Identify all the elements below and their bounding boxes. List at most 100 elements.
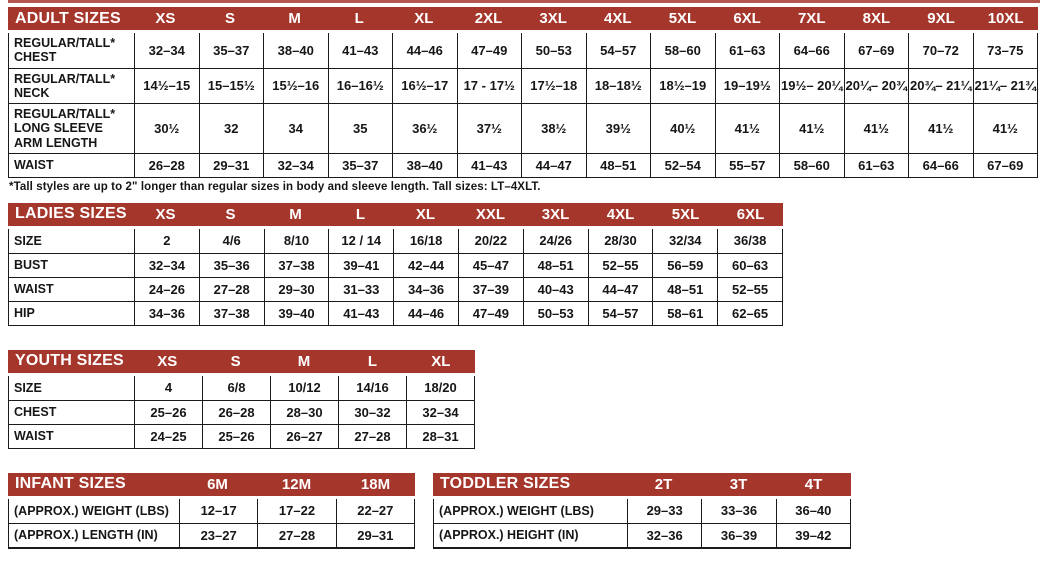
ladies-row-label-bust: BUST bbox=[9, 254, 134, 277]
ladies-hip-s: 37–38 bbox=[198, 301, 264, 325]
toddler-row-label-approx-weight-lbs: (APPROX.) WEIGHT (LBS) bbox=[434, 499, 627, 523]
adult-regular-tall-neck-7xl: 19½– 20¼ bbox=[779, 68, 844, 103]
adult-regular-tall-chest-8xl: 67–69 bbox=[843, 33, 909, 68]
infant-col-18m: 18M bbox=[360, 475, 391, 493]
ladies-row-label-waist: WAIST bbox=[9, 278, 134, 301]
toddler-row-label-line: (APPROX.) HEIGHT (IN) bbox=[439, 528, 579, 543]
toddler-col-3t: 3T bbox=[729, 475, 748, 493]
ladies-col-xxl: XXL bbox=[475, 205, 506, 223]
adult-col-10xl: 10XL bbox=[987, 10, 1024, 27]
adult-col-5xl: 5XL bbox=[668, 10, 697, 27]
adult-regular-tall-neck-6xl: 19–19½ bbox=[714, 68, 780, 103]
youth-size-s: 6/8 bbox=[202, 375, 270, 400]
adult-regular-tall-chest-3xl: 50–53 bbox=[521, 33, 586, 68]
youth-row-chest: CHEST 25–26 26–28 28–30 30–32 32–34 bbox=[9, 399, 474, 424]
adult-row-label-line: REGULAR/TALL* bbox=[14, 36, 116, 50]
infant-table-body: (APPROX.) WEIGHT (LBS) 12–17 17–22 22–27 (AP… bbox=[8, 498, 415, 549]
adult-regular-tall-neck-9xl: 20¾– 21¼ bbox=[908, 68, 973, 103]
adult-row-label-waist: WAIST bbox=[9, 154, 134, 177]
adult-regular-tall-long-sleeve-arm-length-2xl: 37½ bbox=[456, 104, 522, 153]
ladies-bust-l: 39–41 bbox=[328, 253, 393, 277]
adult-row-label-line: NECK bbox=[14, 85, 50, 100]
youth-chest-xl: 32–34 bbox=[406, 400, 474, 424]
toddler-col-4t: 4T bbox=[804, 475, 823, 493]
ladies-waist-3xl: 40–43 bbox=[522, 277, 588, 301]
ladies-row-bust: BUST 32–34 35–36 37–38 39–41 42–44 45–47 48–51 5… bbox=[9, 252, 782, 277]
ladies-hip-xs: 34–36 bbox=[134, 301, 199, 325]
adult-waist-m: 32–34 bbox=[263, 153, 328, 177]
ladies-size-l: 12 / 14 bbox=[328, 228, 393, 253]
adult-regular-tall-long-sleeve-arm-length-7xl: 41½ bbox=[779, 104, 844, 153]
adult-col-4xl: 4XL bbox=[604, 10, 632, 27]
infant-row-label-approx-length-in: (APPROX.) LENGTH (IN) bbox=[9, 524, 179, 547]
adult-col-l: L bbox=[354, 10, 364, 27]
youth-waist-m: 26–27 bbox=[270, 424, 338, 448]
infant-approx-length-in-6m: 23–27 bbox=[179, 523, 257, 547]
adult-regular-tall-long-sleeve-arm-length-5xl: 40½ bbox=[650, 104, 715, 153]
adult-regular-tall-chest-9xl: 70–72 bbox=[908, 33, 973, 68]
ladies-bust-s: 35–36 bbox=[198, 253, 264, 277]
youth-table-title: YOUTH SIZES bbox=[15, 352, 124, 370]
youth-waist-xs: 24–25 bbox=[134, 424, 202, 448]
adult-regular-tall-neck-m: 15½–16 bbox=[263, 68, 328, 103]
infant-col-6m: 6M bbox=[207, 475, 228, 493]
infant-approx-length-in-12m: 27–28 bbox=[257, 523, 335, 547]
ladies-row-label-line: BUST bbox=[14, 258, 49, 273]
adult-regular-tall-chest-s: 35–37 bbox=[198, 33, 264, 68]
infant-approx-length-in-18m: 29–31 bbox=[335, 523, 414, 547]
adult-regular-tall-long-sleeve-arm-length-l: 35 bbox=[327, 104, 393, 153]
infant-row-label-line: (APPROX.) WEIGHT (LBS) bbox=[14, 503, 169, 518]
ladies-size-4xl: 28/30 bbox=[587, 228, 653, 253]
adult-regular-tall-neck-3xl: 17½–18 bbox=[521, 68, 586, 103]
adult-regular-tall-neck-2xl: 17 - 17½ bbox=[456, 68, 522, 103]
adult-regular-tall-neck-4xl: 18–18½ bbox=[585, 68, 651, 103]
adult-col-7xl: 7XL bbox=[797, 10, 826, 27]
youth-col-l: L bbox=[367, 352, 377, 370]
adult-regular-tall-neck-8xl: 20¼– 20¾ bbox=[843, 68, 909, 103]
adult-row-label-line: WAIST bbox=[14, 158, 54, 173]
ladies-bust-3xl: 48–51 bbox=[522, 253, 588, 277]
youth-row-label-size: SIZE bbox=[9, 376, 134, 400]
ladies-hip-5xl: 58–61 bbox=[652, 301, 717, 325]
adult-row-regular-tall-chest: REGULAR/TALL* CHEST 32–34 35–37 38–40 41–43 44… bbox=[9, 33, 1037, 68]
adult-regular-tall-long-sleeve-arm-length-10xl: 41½ bbox=[972, 104, 1038, 153]
ladies-size-xl: 16/18 bbox=[393, 228, 458, 253]
ladies-col-xs: XS bbox=[155, 205, 176, 223]
youth-row-label-chest: CHEST bbox=[9, 401, 134, 424]
adult-row-label-line: LONG SLEEVE bbox=[14, 121, 103, 136]
toddler-table-body: (APPROX.) WEIGHT (LBS) 29–33 33–36 36–40 (AP… bbox=[433, 498, 851, 549]
ladies-hip-3xl: 50–53 bbox=[522, 301, 588, 325]
adult-waist-6xl: 55–57 bbox=[714, 153, 780, 177]
youth-waist-l: 27–28 bbox=[338, 424, 406, 448]
youth-col-xl: XL bbox=[431, 352, 451, 370]
adult-regular-tall-chest-4xl: 54–57 bbox=[585, 33, 651, 68]
ladies-col-s: S bbox=[225, 205, 236, 223]
adult-regular-tall-long-sleeve-arm-length-6xl: 41½ bbox=[714, 104, 780, 153]
adult-row-label-regular-tall-long-sleeve-arm-length: REGULAR/TALL* LONG SLEEVE ARM LENGTH bbox=[9, 104, 134, 153]
toddler-approx-height-in-4t: 39–42 bbox=[775, 523, 850, 547]
toddler-row-label-line: (APPROX.) WEIGHT (LBS) bbox=[439, 503, 594, 518]
ladies-bust-xl: 42–44 bbox=[393, 253, 458, 277]
adult-regular-tall-chest-10xl: 73–75 bbox=[972, 33, 1038, 68]
ladies-size-xs: 2 bbox=[134, 228, 199, 253]
infant-header-row: INFANT SIZES 6M 12M 18M bbox=[8, 472, 415, 496]
adult-row-label-line: REGULAR/TALL* bbox=[14, 71, 116, 86]
ladies-hip-6xl: 62–65 bbox=[717, 301, 782, 325]
infant-col-12m: 12M bbox=[281, 475, 312, 493]
ladies-size-3xl: 24/26 bbox=[522, 228, 588, 253]
ladies-size-5xl: 32/34 bbox=[652, 228, 717, 253]
adult-row-label-regular-tall-neck: REGULAR/TALL* NECK bbox=[9, 69, 134, 104]
ladies-header-row: LADIES SIZES XS S M L XL XXL 3XL 4XL 5XL 6XL bbox=[8, 202, 783, 226]
adult-col-3xl: 3XL bbox=[539, 10, 567, 27]
youth-col-xs: XS bbox=[157, 352, 178, 370]
adult-waist-3xl: 44–47 bbox=[521, 153, 586, 177]
adult-waist-l: 35–37 bbox=[327, 153, 393, 177]
ladies-bust-5xl: 56–59 bbox=[652, 253, 717, 277]
adult-regular-tall-long-sleeve-arm-length-s: 32 bbox=[198, 104, 264, 153]
ladies-table-body: SIZE 2 4/6 8/10 12 / 14 16/18 20/22 24/26 28/30 3… bbox=[8, 228, 783, 326]
adult-regular-tall-neck-l: 16–16½ bbox=[327, 68, 393, 103]
youth-row-label-line: WAIST bbox=[14, 429, 54, 444]
adult-regular-tall-neck-xs: 14½–15 bbox=[134, 68, 199, 103]
adult-regular-tall-long-sleeve-arm-length-9xl: 41½ bbox=[908, 104, 973, 153]
ladies-row-label-line: HIP bbox=[14, 306, 35, 321]
